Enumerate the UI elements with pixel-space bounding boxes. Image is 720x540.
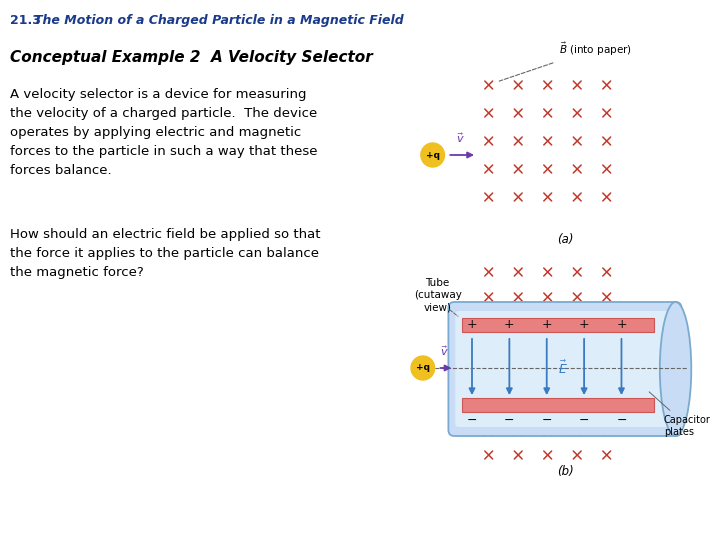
Text: Conceptual Example 2  A Velocity Selector: Conceptual Example 2 A Velocity Selector: [10, 50, 372, 65]
Bar: [462, 398, 654, 412]
Circle shape: [421, 143, 444, 167]
Text: +: +: [616, 318, 627, 330]
Text: (a): (a): [557, 233, 574, 246]
Bar: [462, 318, 654, 332]
Text: +q: +q: [426, 151, 440, 159]
FancyBboxPatch shape: [449, 302, 681, 436]
Text: +: +: [541, 318, 552, 330]
Ellipse shape: [660, 302, 691, 436]
Text: How should an electric field be applied so that
the force it applies to the part: How should an electric field be applied …: [10, 228, 320, 279]
Text: −: −: [541, 414, 552, 427]
Text: +: +: [579, 318, 590, 330]
Text: +q: +q: [416, 363, 430, 373]
Text: $\vec{v}$: $\vec{v}$: [456, 131, 464, 145]
Text: The Motion of a Charged Particle in a Magnetic Field: The Motion of a Charged Particle in a Ma…: [35, 14, 404, 27]
Text: 21.3: 21.3: [10, 14, 45, 27]
Text: −: −: [616, 414, 626, 427]
Text: $\vec{E}$: $\vec{E}$: [557, 359, 567, 376]
Text: −: −: [504, 414, 515, 427]
FancyBboxPatch shape: [455, 311, 675, 427]
Text: $\vec{B}$ (into paper): $\vec{B}$ (into paper): [559, 40, 631, 58]
Text: A velocity selector is a device for measuring
the velocity of a charged particle: A velocity selector is a device for meas…: [10, 88, 318, 177]
Text: Tube
(cutaway
view): Tube (cutaway view): [414, 278, 462, 313]
Circle shape: [411, 356, 435, 380]
Text: Capacitor
plates: Capacitor plates: [649, 392, 711, 437]
Text: −: −: [467, 414, 477, 427]
Text: +: +: [467, 318, 477, 330]
Text: (b): (b): [557, 465, 574, 478]
Text: −: −: [579, 414, 590, 427]
Text: $\vec{v}$: $\vec{v}$: [440, 345, 449, 358]
Text: +: +: [504, 318, 515, 330]
